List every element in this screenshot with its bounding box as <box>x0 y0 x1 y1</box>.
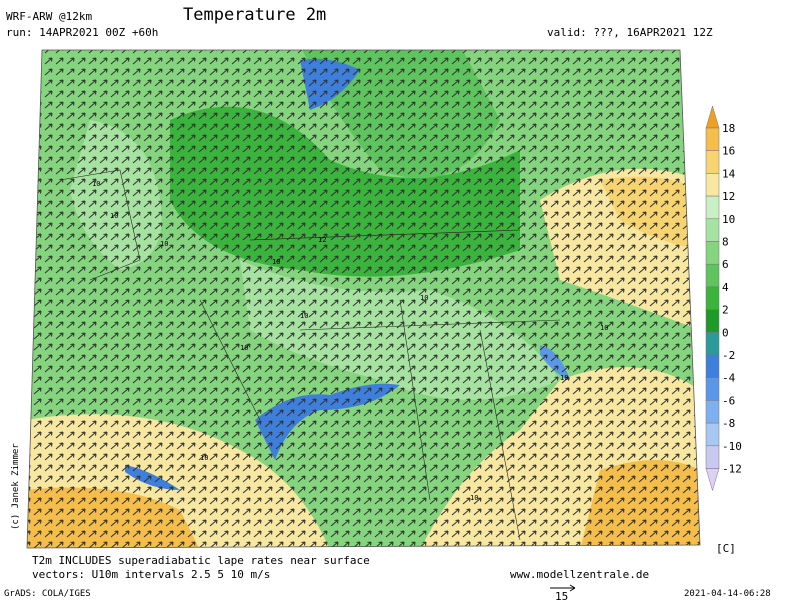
contour-label: 10 <box>272 258 280 266</box>
colorbar-tick-label: 6 <box>722 258 729 271</box>
contour-label: 10 <box>240 344 248 352</box>
colorbar: 18 16 14 12 10 8 6 4 2 0 -2 -4 -6 -8 -10 -12 <box>705 105 742 492</box>
contour-label: 10 <box>560 374 568 382</box>
contour-label: 10 <box>470 494 478 502</box>
colorbar-swatch <box>705 241 720 265</box>
chart-title: Temperature 2m <box>183 5 326 25</box>
colorbar-tick-label: -6 <box>722 394 735 407</box>
colorbar-swatch <box>705 422 720 447</box>
colorbar-swatch <box>705 195 720 220</box>
colorbar-tick-label: 16 <box>722 145 735 158</box>
colorbar-cap <box>705 468 720 492</box>
colorbar-tick-label: -10 <box>722 440 742 453</box>
colorbar-tick-label: 4 <box>722 281 729 294</box>
contour-label: 10 <box>92 180 100 188</box>
contour-label: 10 <box>160 240 168 248</box>
colorbar-tick-label: 12 <box>722 190 735 203</box>
colorbar-tick-label: -2 <box>722 349 735 362</box>
website: www.modellzentrale.de <box>510 568 649 581</box>
colorbar-cap <box>705 105 720 129</box>
colorbar-swatch <box>705 400 720 424</box>
colorbar-tick-label: -8 <box>722 417 735 430</box>
model-label: WRF-ARW @12km <box>6 10 92 23</box>
colorbar-tick-label: 2 <box>722 304 729 317</box>
timestamp: 2021-04-14-06:28 <box>684 589 771 599</box>
valid-label: valid: ???, 16APR2021 12Z <box>547 26 713 39</box>
grads-label: GrADS: COLA/IGES <box>4 589 91 599</box>
contour-label: 10 <box>420 294 428 302</box>
contour-label: 10 <box>200 454 208 462</box>
colorbar-swatch <box>705 445 720 469</box>
contour-label: 10 <box>600 324 608 332</box>
colorbar-tick-label: -12 <box>722 463 742 476</box>
colorbar-tick-label: 8 <box>722 236 729 249</box>
colorbar-tick-label: -4 <box>722 372 736 385</box>
colorbar-swatch <box>705 218 720 242</box>
colorbar-swatch <box>705 309 720 333</box>
colorbar-tick-label: 14 <box>722 167 736 180</box>
colorbar-unit: [C] <box>716 542 736 555</box>
colorbar-swatch <box>705 127 720 151</box>
vector-scale: 15 <box>555 590 568 600</box>
colorbar-swatch <box>705 354 720 378</box>
footer-note: T2m INCLUDES superadiabatic lape rates n… <box>32 554 370 567</box>
colorbar-swatch <box>705 377 720 401</box>
colorbar-swatch <box>705 150 720 174</box>
colorbar-tick-label: 10 <box>722 213 735 226</box>
contour-labels: 10 10 12 10 10 10 10 10 10 10 10 10 <box>92 180 608 502</box>
contour-label: 10 <box>300 312 308 320</box>
colorbar-swatch <box>705 263 720 288</box>
contour-label: 12 <box>318 236 326 244</box>
run-label: run: 14APR2021 00Z +60h <box>6 26 158 39</box>
copyright: (c) Janek Zimmer <box>11 443 21 530</box>
colorbar-tick-label: 18 <box>722 122 735 135</box>
colorbar-tick-label: 0 <box>722 326 729 339</box>
map: 10 10 12 10 10 10 10 10 10 10 10 10 <box>27 50 700 548</box>
footer-vectors: vectors: U10m intervals 2.5 5 10 m/s <box>32 568 270 581</box>
colorbar-swatch <box>705 173 720 197</box>
map-frame <box>26 49 701 549</box>
contour-label: 10 <box>110 212 118 220</box>
colorbar-swatch <box>705 332 720 356</box>
wind-vectors <box>27 50 700 548</box>
colorbar-swatch <box>705 286 720 310</box>
vector-scale-arrow <box>550 584 576 592</box>
